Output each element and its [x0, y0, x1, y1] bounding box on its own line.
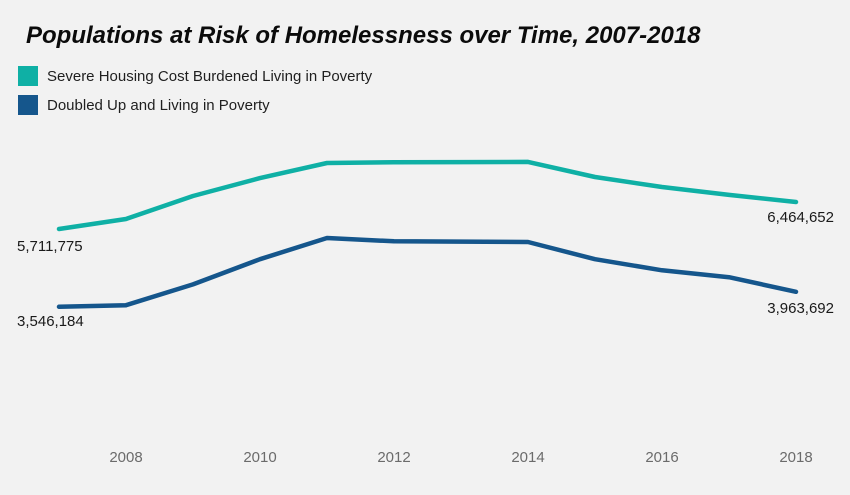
x-tick-2014: 2014 — [511, 449, 545, 466]
chart-title: Populations at Risk of Homelessness over… — [26, 22, 701, 49]
x-tick-2018: 2018 — [779, 449, 813, 466]
x-tick-2010: 2010 — [243, 449, 277, 466]
legend-item-doubled: Doubled Up and Living in Poverty — [18, 95, 372, 115]
value-label-severe-2018: 6,464,652 — [767, 209, 834, 226]
legend-label-severe: Severe Housing Cost Burdened Living in P… — [47, 67, 373, 85]
legend-item-severe: Severe Housing Cost Burdened Living in P… — [18, 66, 372, 86]
legend-swatch-severe-icon — [18, 66, 38, 86]
doubled-series-line — [56, 235, 799, 310]
legend-label-doubled: Doubled Up and Living in Poverty — [47, 96, 270, 114]
legend-swatch-doubled-icon — [18, 95, 38, 115]
x-tick-2012: 2012 — [377, 449, 411, 466]
severe-series-line — [56, 159, 799, 232]
x-tick-2008: 2008 — [109, 449, 143, 466]
value-label-doubled-2007: 3,546,184 — [17, 313, 84, 330]
value-label-severe-2007: 5,711,775 — [17, 238, 83, 255]
value-label-doubled-2018: 3,963,692 — [767, 300, 834, 317]
chart-legend: Severe Housing Cost Burdened Living in P… — [18, 66, 372, 124]
x-tick-2016: 2016 — [645, 449, 679, 466]
